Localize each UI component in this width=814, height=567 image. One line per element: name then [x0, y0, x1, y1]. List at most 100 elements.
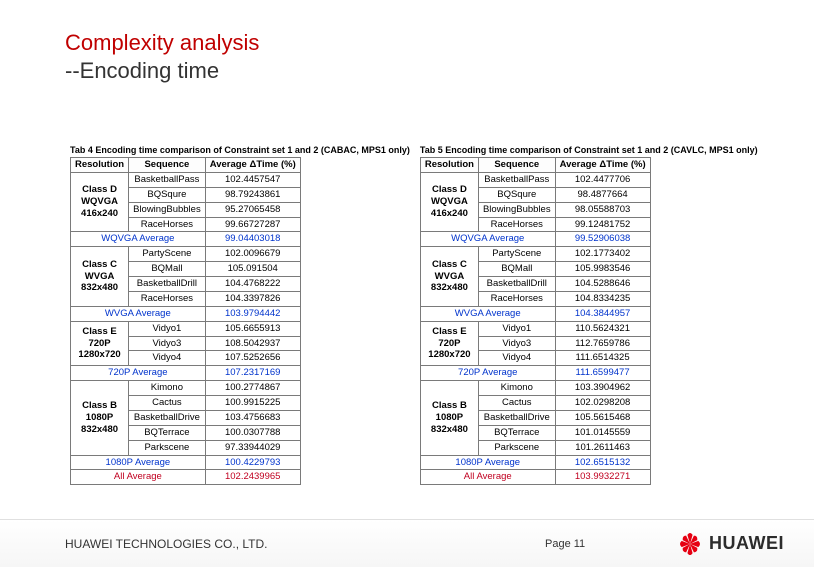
group-average-row: 1080P Average102.6515132	[420, 455, 650, 470]
value-cell: 108.5042937	[205, 336, 300, 351]
column-header: Average ΔTime (%)	[555, 158, 650, 173]
all-average-row: All Average102.2439965	[71, 470, 301, 485]
table-row: Class B1080P832x480Kimono100.2774867	[71, 381, 301, 396]
value-cell: 98.4877664	[555, 187, 650, 202]
value-cell: 110.5624321	[555, 321, 650, 336]
table-caption: Tab 4 Encoding time comparison of Constr…	[70, 145, 410, 155]
resolution-cell: Class E720P1280x720	[71, 321, 129, 366]
sequence-cell: Vidyo3	[129, 336, 206, 351]
footer-company: HUAWEI TECHNOLOGIES CO., LTD.	[65, 537, 267, 551]
value-cell: 111.6514325	[555, 351, 650, 366]
resolution-cell: Class DWQVGA416x240	[420, 172, 478, 232]
sequence-cell: Vidyo4	[129, 351, 206, 366]
sequence-cell: BQSqure	[478, 187, 555, 202]
table-row: Class DWQVGA416x240BasketballPass102.447…	[420, 172, 650, 187]
encoding-time-table-1: Tab 4 Encoding time comparison of Constr…	[70, 145, 410, 485]
table-row: Class E720P1280x720Vidyo1105.6655913	[71, 321, 301, 336]
value-cell: 102.0298208	[555, 396, 650, 411]
average-value: 99.04403018	[205, 232, 300, 247]
average-value: 102.6515132	[555, 455, 650, 470]
sequence-cell: BasketballDrive	[478, 410, 555, 425]
sequence-cell: RaceHorses	[478, 291, 555, 306]
all-average-label: All Average	[71, 470, 206, 485]
value-cell: 104.3397826	[205, 291, 300, 306]
value-cell: 97.33944029	[205, 440, 300, 455]
average-label: 1080P Average	[71, 455, 206, 470]
table-row: Class E720P1280x720Vidyo1110.5624321	[420, 321, 650, 336]
value-cell: 103.4756683	[205, 410, 300, 425]
average-label: 720P Average	[420, 366, 555, 381]
title-line-2: --Encoding time	[65, 58, 259, 84]
title-line-1: Complexity analysis	[65, 30, 259, 56]
average-label: WQVGA Average	[71, 232, 206, 247]
average-label: WVGA Average	[420, 306, 555, 321]
value-cell: 98.79243861	[205, 187, 300, 202]
column-header: Average ΔTime (%)	[205, 158, 300, 173]
sequence-cell: BQTerrace	[129, 425, 206, 440]
average-label: WVGA Average	[71, 306, 206, 321]
all-average-row: All Average103.9932271	[420, 470, 650, 485]
value-cell: 107.5252656	[205, 351, 300, 366]
data-table: ResolutionSequenceAverage ΔTime (%)Class…	[70, 157, 301, 485]
sequence-cell: RaceHorses	[129, 291, 206, 306]
value-cell: 102.4477706	[555, 172, 650, 187]
resolution-cell: Class DWQVGA416x240	[71, 172, 129, 232]
average-label: 1080P Average	[420, 455, 555, 470]
column-header: Sequence	[129, 158, 206, 173]
average-value: 103.9794442	[205, 306, 300, 321]
resolution-cell: Class CWVGA832x480	[71, 247, 129, 307]
sequence-cell: BasketballDrill	[129, 277, 206, 292]
sequence-cell: Vidyo1	[478, 321, 555, 336]
average-value: 100.4229793	[205, 455, 300, 470]
group-average-row: WQVGA Average99.04403018	[71, 232, 301, 247]
value-cell: 102.4457547	[205, 172, 300, 187]
value-cell: 98.05588703	[555, 202, 650, 217]
value-cell: 101.2611463	[555, 440, 650, 455]
sequence-cell: BasketballDrive	[129, 410, 206, 425]
encoding-time-table-2: Tab 5 Encoding time comparison of Constr…	[420, 145, 758, 485]
sequence-cell: PartyScene	[478, 247, 555, 262]
all-average-value: 102.2439965	[205, 470, 300, 485]
table-row: Class DWQVGA416x240BasketballPass102.445…	[71, 172, 301, 187]
all-average-value: 103.9932271	[555, 470, 650, 485]
value-cell: 99.12481752	[555, 217, 650, 232]
sequence-cell: BlowingBubbles	[478, 202, 555, 217]
group-average-row: 720P Average111.6599477	[420, 366, 650, 381]
resolution-cell: Class B1080P832x480	[420, 381, 478, 455]
value-cell: 103.3904962	[555, 381, 650, 396]
value-cell: 100.0307788	[205, 425, 300, 440]
table-row: Class CWVGA832x480PartyScene102.1773402	[420, 247, 650, 262]
value-cell: 102.1773402	[555, 247, 650, 262]
value-cell: 99.66727287	[205, 217, 300, 232]
value-cell: 112.7659786	[555, 336, 650, 351]
column-header: Resolution	[420, 158, 478, 173]
sequence-cell: Vidyo3	[478, 336, 555, 351]
value-cell: 105.5615468	[555, 410, 650, 425]
value-cell: 104.8334235	[555, 291, 650, 306]
value-cell: 101.0145559	[555, 425, 650, 440]
value-cell: 105.6655913	[205, 321, 300, 336]
sequence-cell: Vidyo1	[129, 321, 206, 336]
group-average-row: 720P Average107.2317169	[71, 366, 301, 381]
resolution-cell: Class E720P1280x720	[420, 321, 478, 366]
sequence-cell: BQTerrace	[478, 425, 555, 440]
sequence-cell: BQSqure	[129, 187, 206, 202]
huawei-logo-text: HUAWEI	[709, 533, 784, 554]
group-average-row: WVGA Average104.3844957	[420, 306, 650, 321]
group-average-row: WVGA Average103.9794442	[71, 306, 301, 321]
group-average-row: 1080P Average100.4229793	[71, 455, 301, 470]
data-table: ResolutionSequenceAverage ΔTime (%)Class…	[420, 157, 651, 485]
sequence-cell: Vidyo4	[478, 351, 555, 366]
tables-container: Tab 4 Encoding time comparison of Constr…	[70, 145, 758, 485]
group-average-row: WQVGA Average99.52906038	[420, 232, 650, 247]
table-caption: Tab 5 Encoding time comparison of Constr…	[420, 145, 758, 155]
sequence-cell: BlowingBubbles	[129, 202, 206, 217]
sequence-cell: BQMall	[478, 262, 555, 277]
slide-title: Complexity analysis --Encoding time	[65, 30, 259, 84]
sequence-cell: Cactus	[129, 396, 206, 411]
table-row: Class CWVGA832x480PartyScene102.0096679	[71, 247, 301, 262]
value-cell: 95.27065458	[205, 202, 300, 217]
sequence-cell: Parkscene	[478, 440, 555, 455]
sequence-cell: Parkscene	[129, 440, 206, 455]
sequence-cell: BQMall	[129, 262, 206, 277]
